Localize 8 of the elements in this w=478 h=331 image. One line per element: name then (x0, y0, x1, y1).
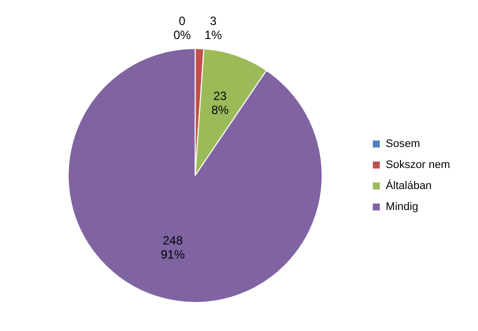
text: 0 0% (173, 14, 191, 42)
legend-label: Sosem (386, 138, 420, 150)
data-label: 248 91% (160, 234, 186, 262)
legend-label: Általában (386, 179, 432, 192)
data-label: 23 8% (211, 88, 230, 117)
legend-label: Sokszor nem (386, 159, 450, 172)
legend-label: Mindig (386, 201, 418, 214)
data-label: 3 1% (204, 14, 222, 42)
